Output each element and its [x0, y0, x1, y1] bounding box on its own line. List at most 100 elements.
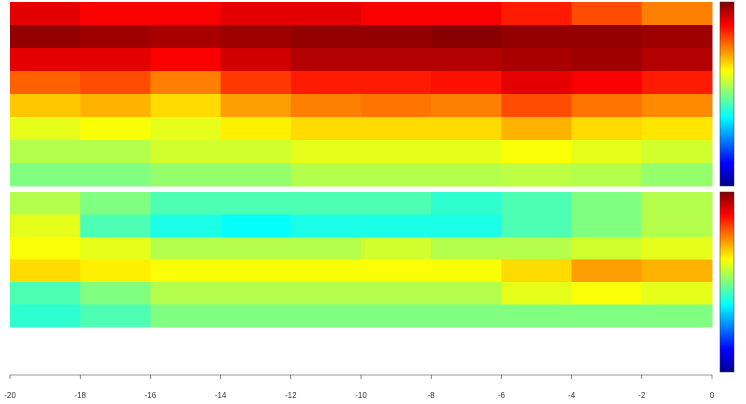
heat-cell — [220, 25, 292, 49]
heat-cell — [361, 71, 432, 95]
heat-cell — [80, 94, 151, 118]
heat-cell — [431, 117, 502, 141]
heat-cell — [80, 214, 151, 238]
heat-cell — [571, 192, 643, 215]
heat-cell — [150, 282, 222, 305]
heat-cell — [641, 25, 713, 49]
heat-cell — [361, 163, 432, 187]
heat-cell — [80, 304, 151, 328]
heat-cell — [150, 304, 222, 328]
heat-cell — [501, 25, 573, 49]
heat-cell — [220, 48, 292, 72]
heat-cell — [10, 259, 81, 283]
heat-cell — [220, 71, 292, 95]
heat-cell — [361, 304, 432, 328]
heat-cell — [641, 94, 713, 118]
heat-cell — [290, 117, 362, 141]
heat-cell — [361, 117, 432, 141]
heat-cell — [571, 117, 643, 141]
heat-cell — [220, 192, 292, 215]
heat-cell — [150, 192, 222, 215]
heat-cell — [641, 71, 713, 95]
heat-cell — [80, 48, 151, 72]
heat-cell — [290, 259, 362, 283]
heat-cell — [361, 192, 432, 215]
heat-cell — [290, 94, 362, 118]
heat-cell — [571, 25, 643, 49]
heat-cell — [431, 2, 502, 26]
heat-cell — [220, 237, 292, 260]
heat-cell — [220, 214, 292, 238]
x-tick-label: -18 — [74, 391, 86, 400]
heat-cell — [501, 140, 573, 164]
heat-cell — [501, 237, 573, 260]
heat-cell — [220, 163, 292, 187]
heat-cell — [501, 214, 573, 238]
heat-cell — [571, 259, 643, 283]
heat-cell — [501, 259, 573, 283]
heat-cell — [571, 71, 643, 95]
heat-cell — [10, 94, 81, 118]
heat-cell — [431, 71, 502, 95]
heat-cell — [290, 237, 362, 260]
heat-cell — [10, 304, 81, 328]
heat-cell — [501, 163, 573, 187]
heat-cell — [290, 71, 362, 95]
heat-cell — [361, 259, 432, 283]
heat-cell — [571, 304, 643, 328]
heat-cell — [641, 163, 713, 187]
heat-cell — [80, 282, 151, 305]
x-tick-label: -12 — [285, 391, 297, 400]
heat-cell — [641, 237, 713, 260]
heat-cell — [431, 214, 502, 238]
heat-cell — [501, 94, 573, 118]
heat-cell — [290, 163, 362, 187]
heat-cell — [431, 237, 502, 260]
x-tick-label: -6 — [498, 391, 506, 400]
heat-cell — [80, 117, 151, 141]
heat-cell — [431, 304, 502, 328]
x-tick-label: -8 — [428, 391, 436, 400]
x-tick-label: -4 — [568, 391, 576, 400]
heat-cell — [80, 2, 151, 26]
heat-cell — [431, 94, 502, 118]
heat-cell — [10, 237, 81, 260]
heat-cell — [361, 140, 432, 164]
heat-cell — [431, 259, 502, 283]
heat-cell — [641, 117, 713, 141]
heat-cell — [361, 48, 432, 72]
heat-cell — [571, 48, 643, 72]
heat-cell — [361, 2, 432, 26]
heat-cell — [290, 304, 362, 328]
heat-cell — [150, 259, 222, 283]
heat-cell — [571, 282, 643, 305]
heat-cell — [431, 25, 502, 49]
heat-cell — [150, 237, 222, 260]
heat-cell — [571, 237, 643, 260]
colorbar — [719, 1, 735, 187]
heat-cell — [80, 259, 151, 283]
heat-cell — [641, 140, 713, 164]
heat-cell — [361, 214, 432, 238]
heat-cell — [501, 304, 573, 328]
heat-cell — [10, 163, 81, 187]
heat-cell — [10, 2, 81, 26]
heat-cell — [571, 163, 643, 187]
heat-cell — [10, 140, 81, 164]
heat-cell — [641, 48, 713, 72]
heat-cell — [10, 71, 81, 95]
x-tick-label: -20 — [4, 391, 16, 400]
heat-cell — [431, 163, 502, 187]
heat-cell — [220, 304, 292, 328]
heat-cell — [641, 192, 713, 215]
heat-cell — [290, 214, 362, 238]
heat-cell — [220, 140, 292, 164]
heat-cell — [431, 192, 502, 215]
heat-cell — [150, 25, 222, 49]
heat-cell — [220, 94, 292, 118]
heat-cell — [220, 117, 292, 141]
heat-cell — [80, 192, 151, 215]
heat-cell — [290, 192, 362, 215]
heat-cell — [10, 48, 81, 72]
colorbar — [719, 191, 735, 373]
